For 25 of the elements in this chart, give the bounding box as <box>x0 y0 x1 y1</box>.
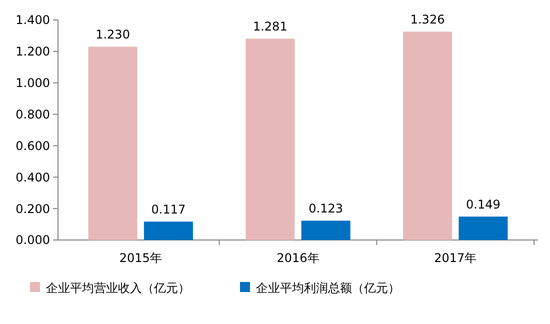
bar <box>144 222 193 240</box>
y-tick-label: 0.000 <box>16 233 50 248</box>
x-tick-label: 2015年 <box>119 251 162 265</box>
x-tick-label: 2016年 <box>276 251 320 265</box>
bar <box>403 32 452 240</box>
bar <box>246 38 295 240</box>
y-tick-label: 0.600 <box>16 138 50 153</box>
data-label: 1.326 <box>410 12 445 27</box>
y-tick-label: 0.800 <box>16 107 50 122</box>
data-label: 1.281 <box>252 20 288 34</box>
bar <box>301 220 350 240</box>
y-tick-label: 0.200 <box>16 202 50 216</box>
bar <box>88 46 138 240</box>
legend-label: 企业平均营业收入（亿元） <box>46 281 190 296</box>
legend-label: 企业平均利润总额（亿元） <box>256 281 400 296</box>
y-tick-label: 1.000 <box>16 76 50 90</box>
data-label: 0.123 <box>308 202 344 216</box>
data-label: 0.149 <box>466 198 500 212</box>
y-tick-label: 0.400 <box>16 170 50 184</box>
x-tick-label: 2017年 <box>434 251 477 265</box>
bar <box>458 216 508 240</box>
y-tick-label: 1.200 <box>16 44 50 59</box>
y-tick-label: 1.400 <box>16 13 50 28</box>
data-label: 1.230 <box>96 28 130 42</box>
data-label: 0.117 <box>151 202 186 217</box>
